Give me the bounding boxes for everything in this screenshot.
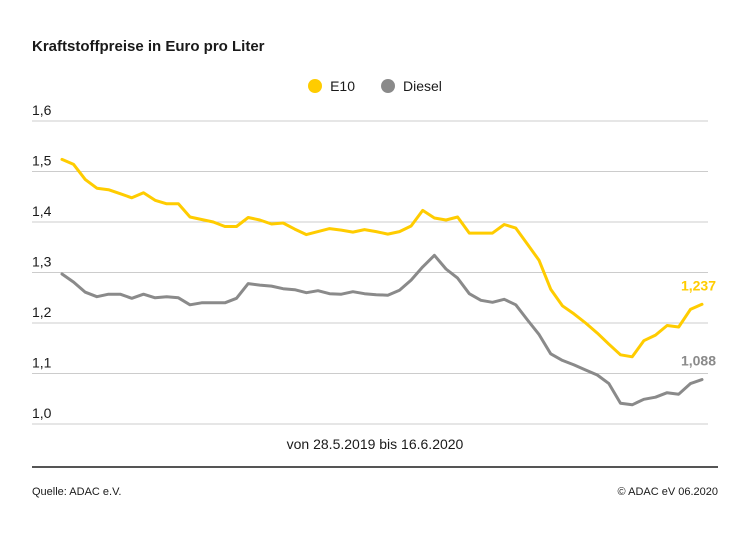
period-label: von 28.5.2019 bis 16.6.2020 bbox=[286, 436, 464, 452]
y-tick-label: 1,2 bbox=[32, 304, 52, 320]
y-tick-label: 1,0 bbox=[32, 405, 52, 421]
end-value-label-e10: 1,237 bbox=[681, 277, 716, 293]
copyright-note: © ADAC eV 06.2020 bbox=[617, 486, 718, 498]
y-tick-label: 1,1 bbox=[32, 355, 52, 371]
legend-item-diesel: Diesel bbox=[381, 78, 442, 94]
legend-marker-diesel bbox=[381, 79, 395, 93]
y-tick-label: 1,4 bbox=[32, 203, 52, 219]
legend: E10 Diesel bbox=[0, 78, 750, 94]
end-value-label-diesel: 1,088 bbox=[681, 353, 716, 369]
y-tick-label: 1,3 bbox=[32, 254, 52, 270]
footer-divider bbox=[32, 466, 718, 468]
y-tick-label: 1,5 bbox=[32, 153, 52, 169]
series-line-e10 bbox=[60, 157, 704, 359]
chart-title: Kraftstoffpreise in Euro pro Liter bbox=[32, 38, 265, 55]
legend-label-diesel: Diesel bbox=[403, 78, 442, 94]
source-note: Quelle: ADAC e.V. bbox=[32, 486, 122, 498]
series-line-diesel bbox=[60, 253, 704, 407]
y-tick-label: 1,6 bbox=[32, 102, 52, 118]
legend-label-e10: E10 bbox=[330, 78, 355, 94]
legend-item-e10: E10 bbox=[308, 78, 355, 94]
legend-marker-e10 bbox=[308, 79, 323, 93]
